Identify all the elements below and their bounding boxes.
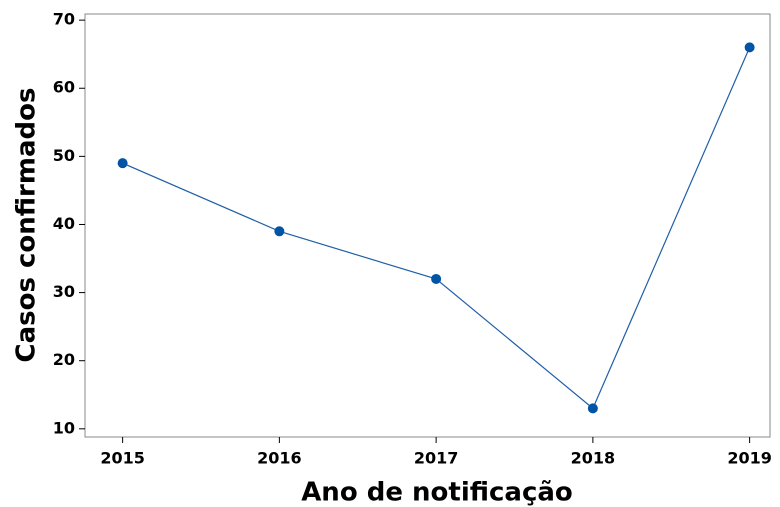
marker xyxy=(744,42,755,53)
y-tick-label: 10 xyxy=(53,418,75,437)
y-tick-label: 40 xyxy=(53,214,75,233)
x-axis-label: Ano de notificação xyxy=(301,478,573,507)
y-tick-label: 30 xyxy=(53,282,75,301)
marker xyxy=(117,158,128,169)
x-tick-label: 2016 xyxy=(257,449,302,468)
y-axis-label: Casos confirmados xyxy=(12,88,42,363)
y-tick-label: 60 xyxy=(53,78,75,97)
y-tick-label: 70 xyxy=(53,10,75,29)
x-tick-label: 2018 xyxy=(571,449,616,468)
y-tick-label: 20 xyxy=(53,350,75,369)
x-tick-label: 2015 xyxy=(100,449,145,468)
x-tick-label: 2019 xyxy=(727,449,772,468)
line xyxy=(122,47,751,410)
plot-frame xyxy=(84,13,771,438)
x-tick-label: 2017 xyxy=(414,449,459,468)
marker xyxy=(431,273,442,284)
marker xyxy=(587,403,598,414)
marker xyxy=(274,226,285,237)
y-tick-label: 50 xyxy=(53,146,75,165)
